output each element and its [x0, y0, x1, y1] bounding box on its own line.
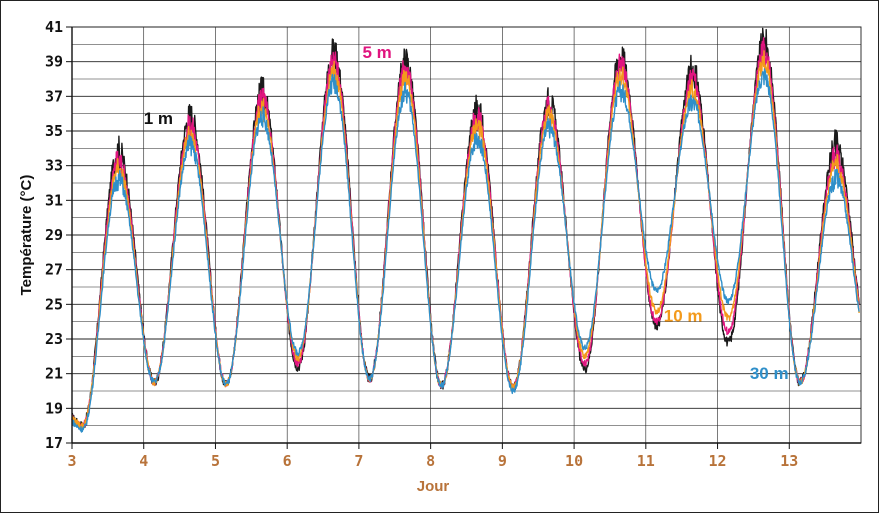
y-tick-label: 37	[45, 87, 63, 105]
series-line-10m	[71, 50, 860, 429]
x-tick-label: 10	[565, 452, 583, 470]
y-tick-label: 31	[45, 191, 63, 209]
x-tick-label: 4	[139, 452, 148, 470]
x-tick-label: 3	[67, 452, 76, 470]
y-tick-label: 41	[45, 18, 63, 36]
y-axis-title: Température (°C)	[18, 175, 35, 296]
series-label-10m: 10 m	[664, 307, 703, 326]
series-label-5m: 5 m	[362, 43, 391, 62]
y-tick-label: 21	[45, 365, 63, 383]
y-tick-label: 33	[45, 157, 63, 175]
y-tick-label: 25	[45, 295, 63, 313]
y-tick-label: 19	[45, 399, 63, 417]
x-tick-label: 9	[498, 452, 507, 470]
x-tick-label: 12	[709, 452, 727, 470]
series-label-1m: 1 m	[144, 109, 173, 128]
x-tick-label: 8	[426, 452, 435, 470]
y-tick-label: 23	[45, 330, 63, 348]
y-tick-label: 35	[45, 122, 63, 140]
x-tick-label: 5	[211, 452, 220, 470]
series-label-30m: 30 m	[750, 364, 789, 383]
x-axis-title: Jour	[417, 478, 450, 495]
y-tick-label: 27	[45, 261, 63, 279]
x-tick-label: 13	[780, 452, 798, 470]
x-tick-label: 11	[637, 452, 655, 470]
y-tick-label: 17	[45, 434, 63, 452]
series-line-30m	[71, 68, 860, 433]
y-tick-label: 29	[45, 226, 63, 244]
x-tick-label: 7	[354, 452, 363, 470]
x-tick-label: 6	[283, 452, 292, 470]
y-tick-label: 39	[45, 53, 63, 71]
